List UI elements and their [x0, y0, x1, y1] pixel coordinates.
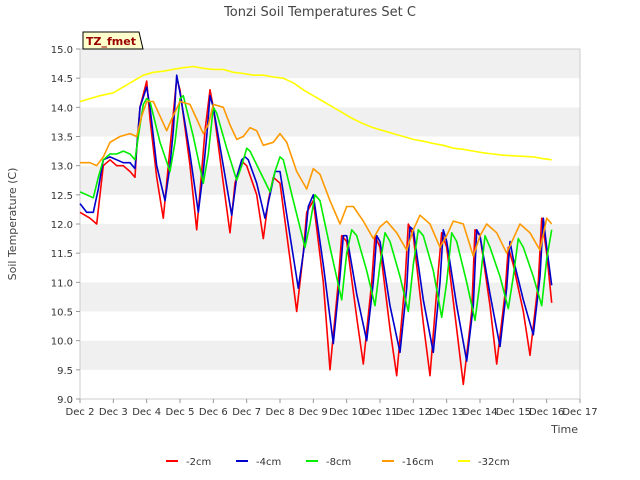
grid-band — [80, 78, 580, 108]
x-tick-label: Dec 5 — [166, 407, 195, 418]
x-tick-label: Dec 4 — [132, 407, 161, 418]
y-tick-label: 12.5 — [51, 191, 73, 202]
x-tick-label: Dec 6 — [199, 407, 228, 418]
x-tick-label: Dec 17 — [562, 407, 597, 418]
x-tick-label: Dec 3 — [99, 407, 128, 418]
y-tick-label: 11.0 — [51, 278, 73, 289]
x-tick-label: Dec 16 — [529, 407, 564, 418]
y-tick-label: 9.0 — [57, 395, 73, 406]
x-axis: Dec 2 Dec 3 Dec 4 Dec 5 Dec 6 Dec 7 Dec 8 Dec 9… — [66, 399, 598, 418]
x-tick-label: Dec 9 — [299, 407, 328, 418]
x-tick-label: Dec 7 — [232, 407, 261, 418]
y-tick-label: 14.0 — [51, 103, 73, 114]
legend-item: -16cm — [382, 457, 434, 468]
x-tick-label: Dec 15 — [496, 407, 531, 418]
x-tick-label: Dec 12 — [396, 407, 431, 418]
y-tick-label: 15.0 — [51, 45, 73, 56]
legend-item: -4cm — [236, 457, 281, 468]
legend: -2cm -4cm -8cm -16cm -32cm — [166, 457, 510, 468]
legend-label: -32cm — [478, 457, 510, 468]
legend-label: -4cm — [256, 457, 281, 468]
y-tick-label: 10.5 — [51, 308, 73, 319]
legend-label: -16cm — [402, 457, 434, 468]
grid-band — [80, 282, 580, 312]
y-axis: 9.0 9.5 10.0 10.5 11.0 11.5 12.0 12.5 13.0 13.5 14… — [51, 45, 80, 406]
legend-item: -8cm — [306, 457, 351, 468]
y-tick-label: 10.0 — [51, 337, 73, 348]
x-axis-label: Time — [550, 423, 578, 436]
grid-band — [80, 369, 580, 399]
plot-bands — [80, 49, 580, 399]
series-line-16cm — [80, 100, 553, 257]
y-tick-label: 14.5 — [51, 74, 73, 85]
series-line-8cm — [79, 94, 553, 322]
y-tick-label: 13.5 — [51, 133, 73, 144]
y-tick-label: 9.5 — [57, 366, 73, 377]
x-tick-label: Dec 8 — [266, 407, 295, 418]
legend-label: -2cm — [186, 457, 211, 468]
y-tick-label: 13.0 — [51, 162, 73, 173]
grid-band — [80, 165, 580, 195]
legend-item: -2cm — [166, 457, 211, 468]
x-tick-label: Dec 11 — [362, 407, 397, 418]
y-axis-label: Soil Temperature (C) — [6, 168, 19, 281]
x-tick-label: Dec 13 — [429, 407, 464, 418]
series-line-4cm — [79, 74, 553, 362]
grid-band — [80, 49, 580, 79]
legend-item: -32cm — [458, 457, 510, 468]
x-tick-label: Dec 14 — [462, 407, 497, 418]
series-lines — [79, 65, 553, 386]
x-tick-label: Dec 2 — [66, 407, 95, 418]
y-tick-label: 12.0 — [51, 220, 73, 231]
legend-label: -8cm — [326, 457, 351, 468]
series-line-2cm — [79, 77, 553, 386]
y-tick-label: 11.5 — [51, 249, 73, 260]
x-tick-label: Dec 10 — [329, 407, 364, 418]
grid-band — [80, 253, 580, 283]
annotation-box: TZ_fmet — [82, 31, 144, 50]
chart-title: Tonzi Soil Temperatures Set C — [223, 5, 416, 20]
series-line-32cm — [79, 65, 552, 161]
annotation-label: TZ_fmet — [86, 35, 136, 48]
